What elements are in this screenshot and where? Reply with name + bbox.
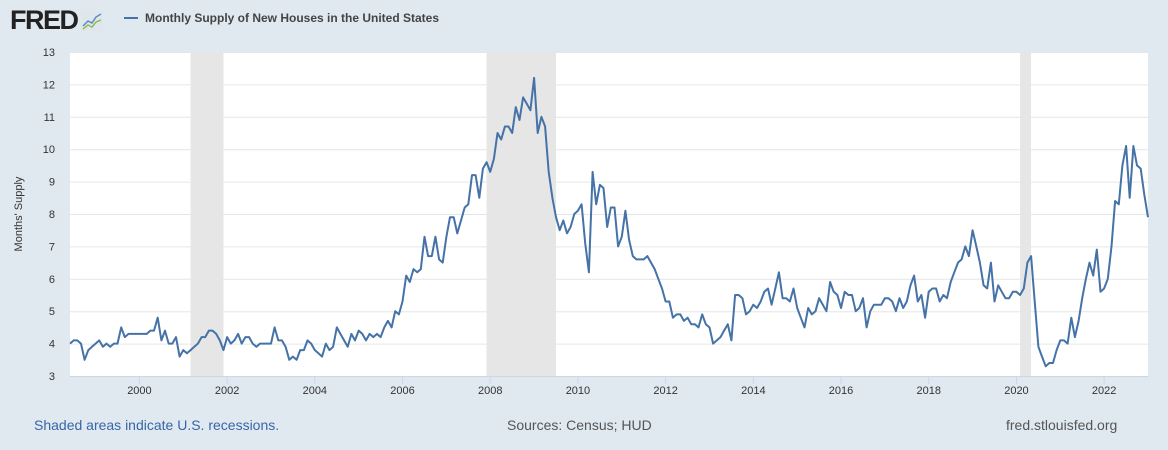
legend-series-label: Monthly Supply of New Houses in the Unit… [145,11,440,25]
x-tick-label: 2002 [215,385,239,397]
line-chart: 3 4 5 6 7 8 9 10 11 12 13 2000 2002 2004 2006 2008 2010… [13,47,1149,397]
legend-series-swatch [124,17,138,19]
y-tick-label: 6 [49,274,55,286]
sources-note: Sources: Census; HUD [507,417,652,433]
y-tick-label: 5 [49,306,55,318]
x-tick-label: 2022 [1092,385,1116,397]
chart-legend: Monthly Supply of New Houses in the Unit… [124,11,439,25]
y-tick-label: 4 [49,339,55,351]
y-tick-label: 13 [43,47,55,59]
site-link[interactable]: fred.stlouisfed.org [1006,417,1118,433]
y-tick-label: 12 [43,79,55,91]
x-tick-label: 2000 [127,385,151,397]
y-tick-label: 11 [44,112,55,124]
y-axis-title: Months' Supply [13,176,25,251]
line-chart-icon [80,10,103,31]
x-tick-label: 2012 [653,385,677,397]
y-tick-label: 8 [49,209,55,221]
x-tick-label: 2020 [1004,385,1028,397]
x-tick-label: 2014 [741,385,765,397]
y-tick-label: 9 [49,177,55,189]
x-tick-label: 2008 [478,385,502,397]
x-tick-label: 2016 [829,385,853,397]
x-tick-label: 2010 [566,385,590,397]
x-tick-label: 2018 [917,385,941,397]
y-tick-label: 3 [49,371,55,383]
y-tick-label: 10 [43,144,55,156]
x-tick-label: 2004 [303,385,327,397]
recession-note: Shaded areas indicate U.S. recessions. [34,417,280,433]
y-tick-label: 7 [49,241,55,253]
fred-logo[interactable]: FRED [10,5,103,36]
fred-logo-text: FRED [10,5,79,35]
series-line [69,76,1149,368]
x-tick-label: 2006 [390,385,414,397]
